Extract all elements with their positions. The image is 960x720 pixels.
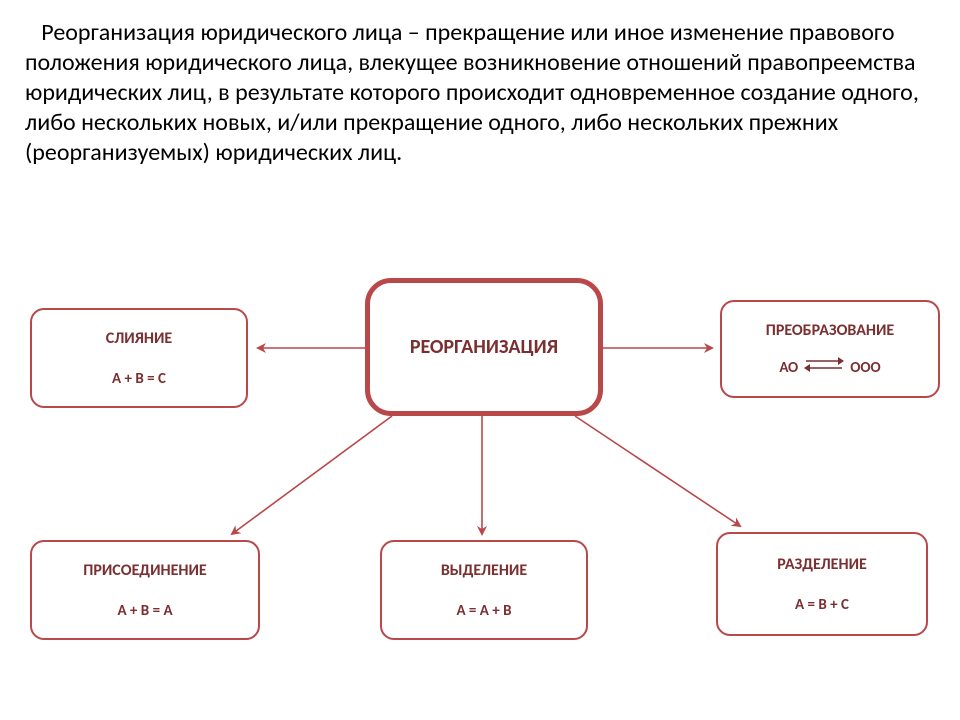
leaf-title: СЛИЯНИЕ <box>106 329 172 348</box>
leaf-title: РАЗДЕЛЕНИЕ <box>777 555 867 574</box>
leaf-formula: A = B + C <box>795 596 849 614</box>
leaf-node-join: ПРИСОЕДИНЕНИЕ A + B = A <box>30 540 260 640</box>
center-node-label: РЕОРГАНИЗАЦИЯ <box>410 335 558 359</box>
formula-left: АО <box>779 359 798 377</box>
leaf-formula: A + B = A <box>117 602 172 620</box>
leaf-title: ПРЕОБРАЗОВАНИЕ <box>766 321 894 340</box>
leaf-node-transform: ПРЕОБРАЗОВАНИЕ АО ООО <box>720 300 940 398</box>
definition-paragraph: Реорганизация юридического лица – прекра… <box>25 18 935 168</box>
definition-text: Реорганизация юридического лица – прекра… <box>25 18 919 167</box>
leaf-node-spinoff: ВЫДЕЛЕНИЕ A = A + B <box>380 540 588 640</box>
leaf-title: ВЫДЕЛЕНИЕ <box>441 561 527 580</box>
formula-right: ООО <box>850 359 880 377</box>
leaf-formula: A = A + B <box>456 602 511 620</box>
leaf-node-split: РАЗДЕЛЕНИЕ A = B + C <box>716 532 928 636</box>
leaf-node-merge: СЛИЯНИЕ A + B = C <box>30 308 248 408</box>
leaf-formula: АО ООО <box>779 356 880 377</box>
leaf-title: ПРИСОЕДИНЕНИЕ <box>83 561 206 580</box>
center-node-reorganization: РЕОРГАНИЗАЦИЯ <box>365 278 603 416</box>
swap-arrows-icon <box>804 356 844 372</box>
connector-arrow <box>232 416 392 534</box>
connector-arrow <box>575 416 740 526</box>
leaf-formula: A + B = C <box>112 370 166 388</box>
